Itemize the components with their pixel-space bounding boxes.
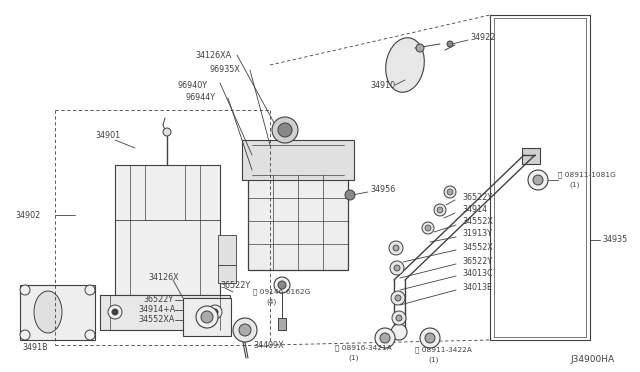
Bar	[522, 148, 540, 164]
Text: 34409X: 34409X	[253, 340, 284, 350]
Text: 34126XA: 34126XA	[195, 51, 231, 60]
Circle shape	[20, 330, 30, 340]
Circle shape	[434, 204, 446, 216]
Circle shape	[274, 277, 290, 293]
Circle shape	[393, 245, 399, 251]
Text: J34900HA: J34900HA	[571, 356, 615, 365]
Circle shape	[422, 222, 434, 234]
Text: 96935X: 96935X	[210, 65, 241, 74]
Circle shape	[201, 311, 213, 323]
Circle shape	[391, 324, 407, 340]
Text: 3491B: 3491B	[22, 343, 47, 352]
Bar	[218, 235, 236, 265]
Text: Ⓝ 08911-3422A: Ⓝ 08911-3422A	[415, 347, 472, 353]
Text: 34126X: 34126X	[148, 273, 179, 282]
Ellipse shape	[386, 38, 424, 92]
Circle shape	[390, 261, 404, 275]
Circle shape	[212, 309, 218, 315]
Text: 34552X: 34552X	[462, 218, 493, 227]
Circle shape	[108, 305, 122, 319]
Text: 34901: 34901	[95, 131, 120, 141]
Text: 34914: 34914	[462, 205, 487, 215]
Circle shape	[420, 328, 440, 348]
Circle shape	[425, 225, 431, 231]
Ellipse shape	[34, 291, 62, 333]
Circle shape	[389, 241, 403, 255]
Text: 34922: 34922	[470, 33, 495, 42]
Circle shape	[345, 190, 355, 200]
Bar	[248, 175, 348, 270]
Bar	[242, 140, 354, 180]
Circle shape	[85, 285, 95, 295]
Text: (1): (1)	[428, 357, 438, 363]
Text: 96944Y: 96944Y	[185, 93, 215, 103]
Text: Ⓜ 08916-3421A: Ⓜ 08916-3421A	[335, 345, 392, 351]
Text: 36522Y: 36522Y	[462, 257, 492, 266]
Text: 34910: 34910	[370, 80, 395, 90]
Text: 34956: 34956	[370, 186, 396, 195]
Circle shape	[380, 333, 390, 343]
Circle shape	[196, 306, 218, 328]
Circle shape	[395, 295, 401, 301]
Circle shape	[85, 330, 95, 340]
Text: Ⓝ 08911-1081G: Ⓝ 08911-1081G	[558, 172, 616, 178]
Text: (1): (1)	[348, 355, 358, 361]
Circle shape	[425, 333, 435, 343]
Circle shape	[112, 309, 118, 315]
Text: 31913Y: 31913Y	[462, 230, 492, 238]
Text: Ⓑ 09146-6162G: Ⓑ 09146-6162G	[253, 289, 310, 295]
Circle shape	[447, 189, 453, 195]
Circle shape	[533, 175, 543, 185]
Text: 36522Y: 36522Y	[220, 280, 250, 289]
Text: 36522Y: 36522Y	[143, 295, 173, 305]
Text: 34013E: 34013E	[462, 283, 492, 292]
Bar	[115, 165, 220, 295]
Text: 34013C: 34013C	[462, 269, 493, 279]
Circle shape	[396, 315, 402, 321]
Circle shape	[447, 41, 453, 47]
Text: 34552X: 34552X	[462, 244, 493, 253]
Circle shape	[239, 324, 251, 336]
Circle shape	[528, 170, 548, 190]
Bar	[218, 265, 236, 283]
Circle shape	[163, 128, 171, 136]
Bar	[183, 298, 231, 336]
Circle shape	[20, 285, 30, 295]
Text: 34902: 34902	[15, 211, 40, 219]
Text: 36522Y: 36522Y	[462, 193, 492, 202]
Text: (1): (1)	[569, 182, 579, 188]
Circle shape	[391, 291, 405, 305]
Bar	[100, 295, 230, 330]
Circle shape	[208, 305, 222, 319]
Circle shape	[278, 123, 292, 137]
Circle shape	[394, 265, 400, 271]
Circle shape	[437, 207, 443, 213]
Circle shape	[392, 311, 406, 325]
Bar	[20, 285, 95, 340]
Circle shape	[278, 281, 286, 289]
Text: 34935: 34935	[602, 235, 627, 244]
Circle shape	[416, 44, 424, 52]
Circle shape	[375, 328, 395, 348]
Text: (4): (4)	[266, 299, 276, 305]
Text: 34552XA: 34552XA	[138, 315, 174, 324]
Bar	[278, 318, 286, 330]
Text: 34914+A: 34914+A	[138, 305, 175, 314]
Circle shape	[233, 318, 257, 342]
Circle shape	[444, 186, 456, 198]
Circle shape	[272, 117, 298, 143]
Text: 96940Y: 96940Y	[178, 80, 208, 90]
